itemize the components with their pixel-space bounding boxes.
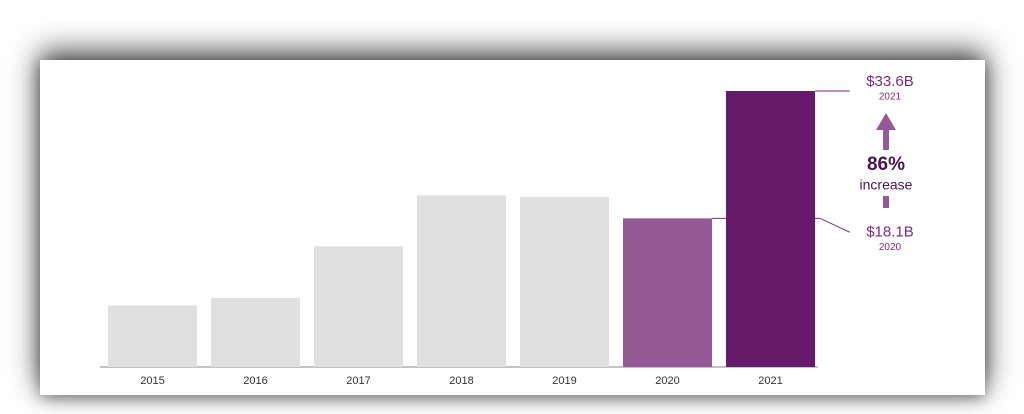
x-tick-label: 2020: [655, 375, 679, 387]
bar: [726, 91, 815, 367]
value-label-year: 2020: [879, 242, 902, 253]
bar: [314, 246, 403, 367]
x-tick-label: 2021: [758, 375, 782, 387]
value-label: $18.1B: [866, 223, 914, 240]
value-label: $33.6B: [866, 73, 914, 90]
bar: [108, 305, 197, 367]
bar: [417, 195, 506, 367]
x-tick-label: 2018: [449, 375, 473, 387]
card: [40, 60, 985, 395]
value-label-year: 2021: [879, 92, 902, 103]
annotation-text: increase: [860, 177, 913, 193]
bar: [211, 298, 300, 367]
annotation-percent: 86%: [867, 154, 905, 175]
x-tick-label: 2015: [140, 375, 164, 387]
bar: [520, 196, 609, 367]
x-tick-label: 2017: [346, 375, 370, 387]
bar: [623, 218, 712, 367]
arrow-head: [876, 113, 896, 130]
x-tick-label: 2016: [243, 375, 267, 387]
x-tick-label: 2019: [552, 375, 576, 387]
